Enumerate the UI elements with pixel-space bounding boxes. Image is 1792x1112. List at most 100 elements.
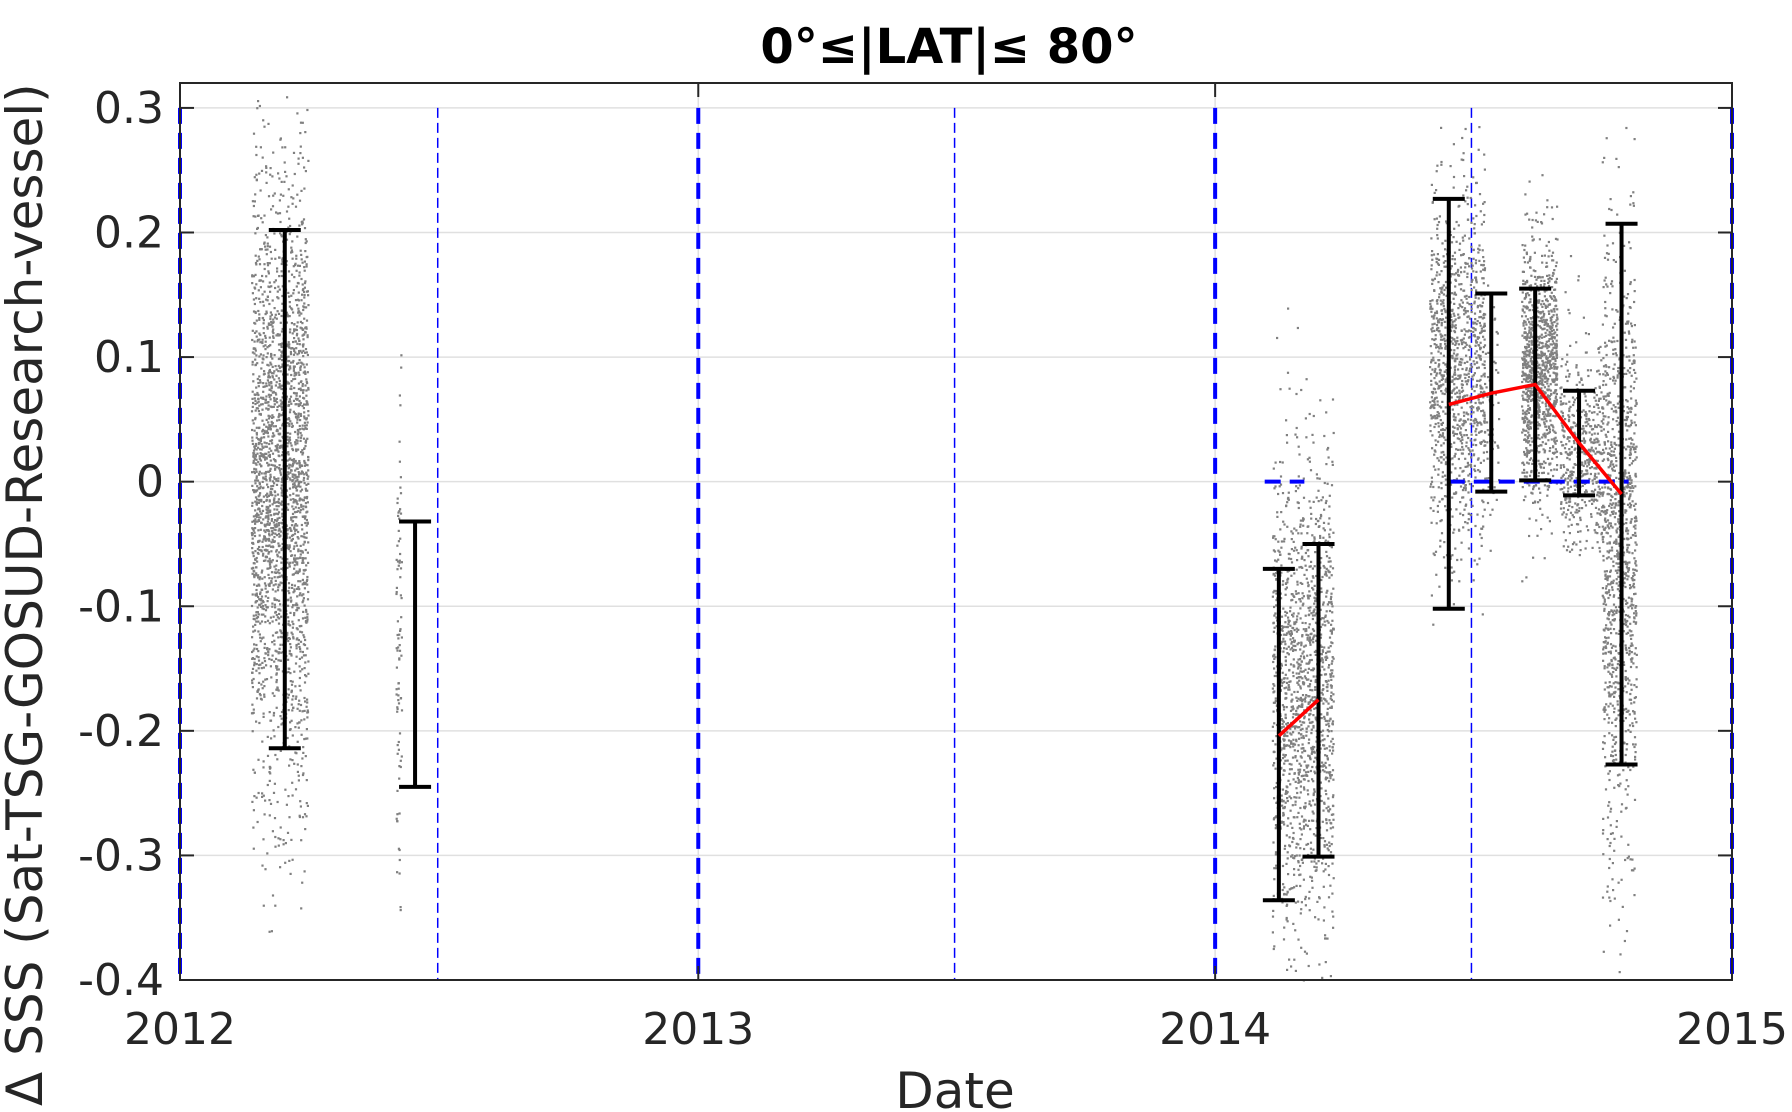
- scatter-point: [1319, 399, 1322, 402]
- scatter-point: [290, 539, 293, 542]
- scatter-point: [1332, 700, 1335, 703]
- scatter-point: [1451, 463, 1454, 466]
- scatter-point: [274, 468, 277, 471]
- scatter-point: [304, 241, 307, 245]
- scatter-point: [1326, 937, 1329, 940]
- scatter-point: [1276, 515, 1279, 518]
- scatter-point: [276, 631, 279, 634]
- scatter-point: [252, 489, 255, 492]
- scatter-point: [1484, 382, 1487, 386]
- scatter-point: [266, 520, 269, 523]
- scatter-point: [1273, 550, 1277, 553]
- scatter-point: [1294, 929, 1297, 932]
- scatter-point: [1329, 560, 1332, 563]
- scatter-point: [263, 385, 267, 388]
- scatter-point: [1300, 557, 1303, 560]
- scatter-point: [265, 356, 268, 359]
- scatter-point: [281, 722, 284, 725]
- scatter-point: [1431, 330, 1434, 333]
- scatter-point: [1289, 822, 1292, 825]
- scatter-point: [277, 511, 281, 514]
- scatter-point: [294, 474, 297, 477]
- scatter-point: [258, 455, 261, 458]
- scatter-point: [1289, 746, 1292, 749]
- scatter-point: [297, 550, 300, 553]
- scatter-point: [271, 442, 274, 445]
- scatter-point: [1280, 718, 1283, 721]
- scatter-point: [253, 531, 256, 534]
- scatter-point: [1462, 309, 1466, 312]
- scatter-point: [264, 559, 267, 562]
- scatter-point: [259, 353, 262, 356]
- scatter-point: [264, 595, 267, 598]
- scatter-point: [1482, 501, 1485, 504]
- scatter-point: [1440, 461, 1443, 464]
- scatter-point: [1313, 565, 1316, 568]
- scatter-point: [305, 815, 308, 818]
- scatter-point: [253, 458, 257, 461]
- scatter-point: [1461, 379, 1464, 383]
- scatter-point: [1433, 403, 1436, 407]
- scatter-point: [1469, 498, 1472, 501]
- scatter-point: [396, 789, 399, 792]
- scatter-point: [1460, 158, 1463, 161]
- scatter-point: [1283, 540, 1286, 543]
- scatter-point: [1458, 419, 1461, 422]
- scatter-point: [1479, 390, 1483, 394]
- scatter-point: [1319, 536, 1322, 539]
- scatter-point: [296, 524, 299, 527]
- scatter-point: [296, 478, 299, 481]
- scatter-point: [397, 637, 400, 640]
- scatter-point: [303, 403, 306, 406]
- scatter-point: [261, 419, 264, 422]
- scatter-point: [1291, 698, 1294, 701]
- scatter-point: [252, 847, 255, 850]
- scatter-point: [257, 397, 260, 400]
- scatter-point: [1322, 688, 1325, 691]
- scatter-point: [272, 521, 275, 524]
- scatter-point: [1332, 431, 1335, 435]
- scatter-point: [1291, 854, 1294, 857]
- scatter-point: [290, 516, 293, 519]
- scatter-point: [1286, 371, 1290, 374]
- scatter-point: [397, 564, 400, 567]
- scatter-point: [251, 390, 254, 393]
- scatter-point: [1305, 694, 1308, 697]
- scatter-point: [1449, 233, 1452, 237]
- scatter-point: [306, 336, 309, 339]
- scatter-point: [1275, 625, 1278, 628]
- scatter-point: [262, 300, 265, 303]
- scatter-point: [271, 602, 274, 605]
- scatter-point: [1298, 822, 1301, 825]
- scatter-point: [257, 501, 260, 504]
- scatter-point: [1319, 534, 1322, 538]
- scatter-point: [275, 374, 278, 377]
- scatter-point: [398, 765, 401, 768]
- scatter-point: [303, 227, 307, 230]
- scatter-point: [295, 334, 298, 337]
- scatter-point: [277, 837, 280, 840]
- scatter-point: [1296, 681, 1299, 684]
- scatter-point: [297, 310, 300, 313]
- scatter-point: [1296, 583, 1299, 586]
- scatter-point: [1305, 766, 1308, 769]
- scatter-point: [1450, 445, 1453, 448]
- scatter-point: [258, 332, 261, 335]
- scatter-point: [265, 505, 268, 508]
- scatter-point: [279, 866, 282, 869]
- scatter-point: [268, 245, 272, 248]
- scatter-point: [1315, 473, 1318, 476]
- scatter-point: [265, 556, 268, 559]
- scatter-point: [1296, 713, 1299, 716]
- scatter-point: [1308, 695, 1311, 698]
- scatter-point: [1436, 510, 1439, 513]
- scatter-point: [1283, 537, 1286, 540]
- scatter-point: [280, 414, 283, 417]
- scatter-point: [1288, 768, 1292, 771]
- scatter-point: [1275, 671, 1278, 674]
- scatter-point: [296, 428, 299, 432]
- scatter-point: [262, 712, 265, 715]
- scatter-point: [1308, 701, 1311, 704]
- scatter-point: [258, 172, 261, 175]
- scatter-point: [1321, 734, 1324, 737]
